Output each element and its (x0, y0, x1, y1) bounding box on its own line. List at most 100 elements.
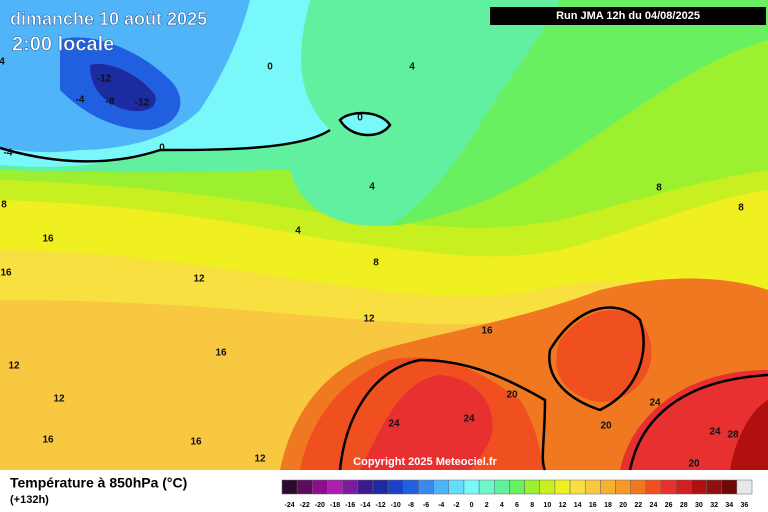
contour-label: 4 (369, 182, 375, 193)
contour-20-east (628, 373, 768, 471)
colorbar-swatch (706, 479, 722, 495)
colorbar-swatch (296, 479, 313, 495)
contour-0 (0, 128, 331, 163)
contour-label: -8 (106, 97, 115, 108)
zone-26-iberia (360, 375, 493, 470)
contour-label: 4 (409, 62, 415, 73)
colorbar-label: 6 (515, 502, 519, 509)
colorbar-label: 10 (543, 502, 551, 509)
contour-label: 12 (363, 314, 375, 325)
contour-label: 12 (53, 394, 65, 405)
colorbar-swatch (569, 479, 586, 495)
colorbar-label: -14 (360, 502, 370, 509)
colorbar-label: -12 (375, 502, 385, 509)
colorbar-label: 22 (634, 502, 642, 509)
colorbar-label: 0 (470, 502, 474, 509)
colorbar-swatch (418, 479, 434, 495)
map: -12 -8 -12 -4 -4 4 0 0 0 4 4 4 8 8 8 8 16 16 12 12 16 16 12 12 1… (0, 0, 768, 471)
colorbar-swatch (463, 479, 480, 495)
colorbar-swatch (448, 479, 465, 495)
colorbar-swatch (630, 479, 647, 495)
zone-m12 (90, 64, 156, 112)
colorbar-swatch (494, 479, 510, 495)
colorbar: -24 -22 -20 -18 -16 -14 -12 -10 -8 -6 -4 -2 0 2 4 6 8 10 1… (281, 479, 753, 509)
colorbar-label: 36 (741, 502, 749, 509)
contour-20-center (548, 306, 645, 412)
colorbar-swatch (403, 479, 419, 495)
contour-label: -12 (97, 74, 112, 85)
zone-24-center (556, 310, 652, 402)
run-info: Run JMA 12h du 04/08/2025 (556, 10, 700, 22)
zone-12 (0, 190, 768, 300)
colorbar-swatch (600, 479, 616, 495)
map-time: 2:00 locale (12, 33, 114, 55)
colorbar-label: 18 (604, 502, 612, 509)
colorbar-swatch (721, 479, 738, 495)
colorbar-label: 14 (574, 502, 582, 509)
colorbar-label: 30 (695, 502, 703, 509)
colorbar-label: 8 (530, 502, 534, 509)
contour-0-island (338, 111, 392, 137)
colorbar-swatch (357, 479, 374, 495)
contour-label: -4 (76, 95, 85, 106)
zone-30 (730, 400, 768, 470)
colorbar-swatch (433, 479, 450, 495)
contour-label: 12 (254, 454, 266, 465)
variable-label: Température à 850hPa (°C) (10, 475, 187, 491)
contour-20-west (338, 358, 547, 471)
colorbar-label: -24 (285, 502, 295, 509)
contour-label: 16 (0, 268, 12, 279)
contour-label: 16 (42, 234, 54, 245)
contour-label: 24 (463, 414, 475, 425)
colorbar-swatch (509, 479, 525, 495)
contour-label: 12 (8, 361, 20, 372)
colorbar-label: 20 (619, 502, 627, 509)
lead-time: (+132h) (10, 494, 49, 506)
colorbar-label: -16 (345, 502, 355, 509)
contour-label: 28 (727, 430, 739, 441)
colorbar-label: 26 (665, 502, 673, 509)
contour-label: 24 (709, 427, 721, 438)
contour-label: 8 (373, 258, 379, 269)
colorbar-swatch (584, 479, 601, 495)
contour-label: 16 (215, 348, 227, 359)
colorbar-label: -18 (330, 502, 340, 509)
colorbar-swatch (387, 479, 404, 495)
colorbar-swatch (615, 479, 631, 495)
colorbar-label: -10 (391, 502, 401, 509)
colorbar-swatch (327, 479, 343, 495)
contour-label: 16 (42, 435, 54, 446)
colorbar-label: 24 (650, 502, 658, 509)
colorbar-label: 4 (500, 502, 504, 509)
colorbar-swatch (312, 479, 328, 495)
colorbar-label: -4 (438, 502, 444, 509)
colorbar-label: -22 (300, 502, 310, 509)
colorbar-swatch (342, 479, 359, 495)
colorbar-label: 2 (485, 502, 489, 509)
colorbar-swatch (736, 479, 753, 495)
colorbar-swatch (660, 479, 677, 495)
contour-label: 16 (481, 326, 493, 337)
map-date: dimanche 10 août 2025 (10, 9, 207, 29)
contour-labels: -12 -8 -12 -4 -4 4 0 0 0 4 4 4 8 8 8 8 16 16 12 12 16 16 12 12 1… (0, 57, 744, 470)
contour-label: 24 (388, 419, 400, 430)
contour-label: 8 (1, 200, 7, 211)
colorbar-swatch (478, 479, 495, 495)
colorbar-label: 34 (725, 502, 733, 509)
colorbar-swatch (539, 479, 556, 495)
run-box (490, 7, 766, 25)
contour-label: 20 (506, 390, 518, 401)
colorbar-label: 12 (559, 502, 567, 509)
colorbar-swatch (524, 479, 540, 495)
colorbar-label: -2 (453, 502, 459, 509)
contour-label: 8 (656, 183, 662, 194)
colorbar-label: -20 (315, 502, 325, 509)
contour-label: 8 (738, 203, 744, 214)
colorbar-swatch (372, 479, 389, 495)
colorbar-label: -6 (423, 502, 429, 509)
contour-label: -12 (135, 98, 150, 109)
contour-label: 16 (190, 437, 202, 448)
contour-label: 20 (600, 421, 612, 432)
contour-label: -4 (4, 148, 13, 159)
